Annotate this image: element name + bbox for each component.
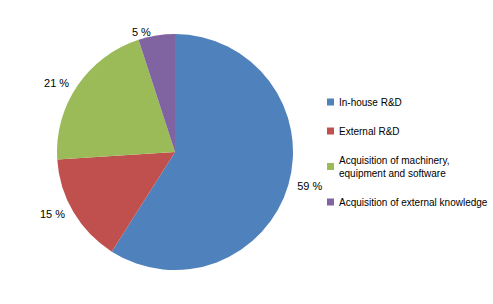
svg-text:Acquisition of machinery,: Acquisition of machinery, — [339, 155, 452, 166]
svg-text:59 %: 59 % — [297, 180, 322, 192]
svg-text:5 %: 5 % — [132, 26, 151, 38]
svg-text:equipment and software: equipment and software — [339, 168, 446, 179]
svg-text:In-house R&D: In-house R&D — [339, 97, 402, 108]
svg-text:15 %: 15 % — [40, 208, 65, 220]
svg-text:21 %: 21 % — [44, 77, 69, 89]
svg-text:External R&D: External R&D — [339, 126, 400, 137]
svg-text:Acquisition of external knowle: Acquisition of external knowledge — [339, 197, 488, 208]
